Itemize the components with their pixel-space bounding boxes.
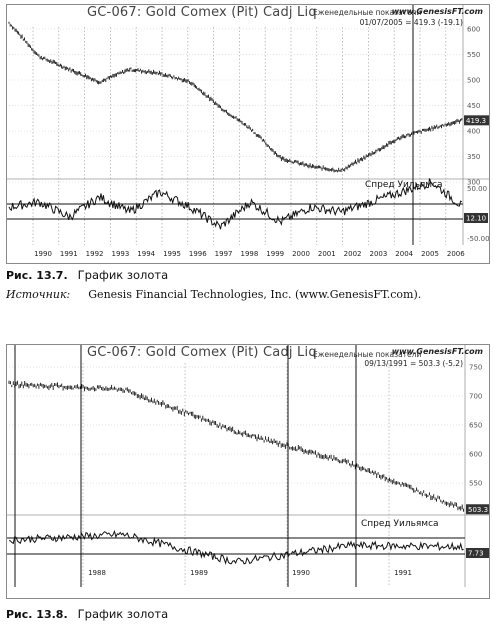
y-tick-label: 350 bbox=[467, 153, 480, 161]
site-label: www.GenesisFT.com bbox=[391, 7, 483, 16]
y-tick-label: 400 bbox=[467, 128, 480, 136]
y-tick-label: 450 bbox=[467, 102, 480, 110]
x-tick-label: 1992 bbox=[86, 250, 104, 258]
x-tick-label: 1996 bbox=[189, 250, 207, 258]
x-tick-label: 1997 bbox=[215, 250, 233, 258]
caption-number: Рис. 13.7. bbox=[6, 269, 68, 282]
last-price-tag bbox=[466, 504, 489, 515]
indicator-value: 7.73 bbox=[468, 550, 484, 558]
x-tick-label: 2002 bbox=[344, 250, 362, 258]
source-label: Источник: bbox=[6, 288, 71, 301]
price-chart-1: 1990 1991 1992 1993 1994 1995 1996 1997 1998 1999… bbox=[7, 5, 489, 258]
price-readout: 09/13/1991 = 503.3 (-5.2) bbox=[364, 359, 463, 368]
y-tick-label: 550 bbox=[469, 480, 482, 488]
x-tick-label: 2003 bbox=[369, 250, 387, 258]
y-tick-label: 700 bbox=[469, 393, 482, 401]
x-tick-label: 1988 bbox=[88, 569, 106, 577]
x-tick-label: 1991 bbox=[60, 250, 78, 258]
x-tick-label: 1993 bbox=[111, 250, 129, 258]
x-tick-label: 2004 bbox=[395, 250, 413, 258]
x-tick-label: 1989 bbox=[190, 569, 208, 577]
x-tick-label: 2001 bbox=[318, 250, 336, 258]
caption-text: График золота bbox=[77, 268, 169, 282]
x-tick-label: 1990 bbox=[292, 569, 310, 577]
site-label: www.GenesisFT.com bbox=[391, 347, 483, 356]
x-tick-label: 1995 bbox=[163, 250, 181, 258]
x-tick-label: 1991 bbox=[394, 569, 412, 577]
last-price-value: 503.3 bbox=[468, 506, 488, 514]
indicator-series bbox=[8, 178, 463, 230]
x-tick-label: 1999 bbox=[266, 250, 284, 258]
last-price-value: 419.3 bbox=[466, 117, 486, 125]
caption-text: График золота bbox=[77, 607, 169, 621]
source-text: Genesis Financial Technologies, Inc. (ww… bbox=[88, 288, 422, 301]
weekly-label: Еженедельные показатели bbox=[313, 8, 422, 17]
weekly-label: Еженедельные показатели bbox=[313, 350, 422, 359]
y-tick-label: 300 bbox=[467, 179, 480, 187]
y-tick-label: 500 bbox=[467, 77, 480, 85]
y-tick-label: 600 bbox=[469, 451, 482, 459]
y-tick-label: 550 bbox=[467, 51, 480, 59]
chart-panel-2: 1988 1989 1990 1991 750 700 650 600 550 503.3 7.73… bbox=[6, 344, 490, 599]
price-chart-2: 1988 1989 1990 1991 750 700 650 600 550 503.3 7.73 bbox=[7, 345, 489, 587]
chart-panel-1: 1990 1991 1992 1993 1994 1995 1996 1997 1998 1999… bbox=[6, 4, 490, 264]
caption-number: Рис. 13.8. bbox=[6, 608, 68, 621]
source-line: Источник: Genesis Financial Technologies,… bbox=[6, 288, 421, 301]
chart-title: GC-067: Gold Comex (Pit) Cadj Liq bbox=[87, 345, 317, 360]
indicator-tag bbox=[466, 548, 489, 558]
indicator-tick-label: -50.00 bbox=[467, 235, 489, 243]
price-series bbox=[8, 21, 463, 173]
indicator-series bbox=[8, 529, 464, 566]
price-series bbox=[8, 380, 465, 512]
indicator-label: Спред Уильямса bbox=[361, 519, 439, 529]
y-tick-label: 650 bbox=[469, 422, 482, 430]
y-tick-label: 750 bbox=[469, 364, 482, 372]
chart-title: GC-067: Gold Comex (Pit) Cadj Liq bbox=[87, 5, 317, 20]
indicator-label: Спред Уильямса bbox=[365, 180, 443, 190]
last-price-tag bbox=[464, 115, 489, 126]
x-tick-label: 1990 bbox=[34, 250, 52, 258]
figure-caption-2: Рис. 13.8. График золота bbox=[6, 607, 168, 621]
figure-caption-1: Рис. 13.7. График золота bbox=[6, 268, 168, 282]
x-tick-label: 2000 bbox=[292, 250, 310, 258]
x-tick-label: 2006 bbox=[447, 250, 465, 258]
indicator-tag bbox=[464, 213, 488, 223]
price-readout: 01/07/2005 = 419.3 (-19.1) bbox=[359, 18, 463, 27]
y-tick-label: 600 bbox=[467, 26, 480, 34]
indicator-tick-label: 50.00 bbox=[467, 185, 487, 193]
x-tick-label: 1998 bbox=[240, 250, 258, 258]
x-tick-label: 2005 bbox=[421, 250, 439, 258]
indicator-value: 12.10 bbox=[466, 215, 486, 223]
x-tick-label: 1994 bbox=[137, 250, 155, 258]
